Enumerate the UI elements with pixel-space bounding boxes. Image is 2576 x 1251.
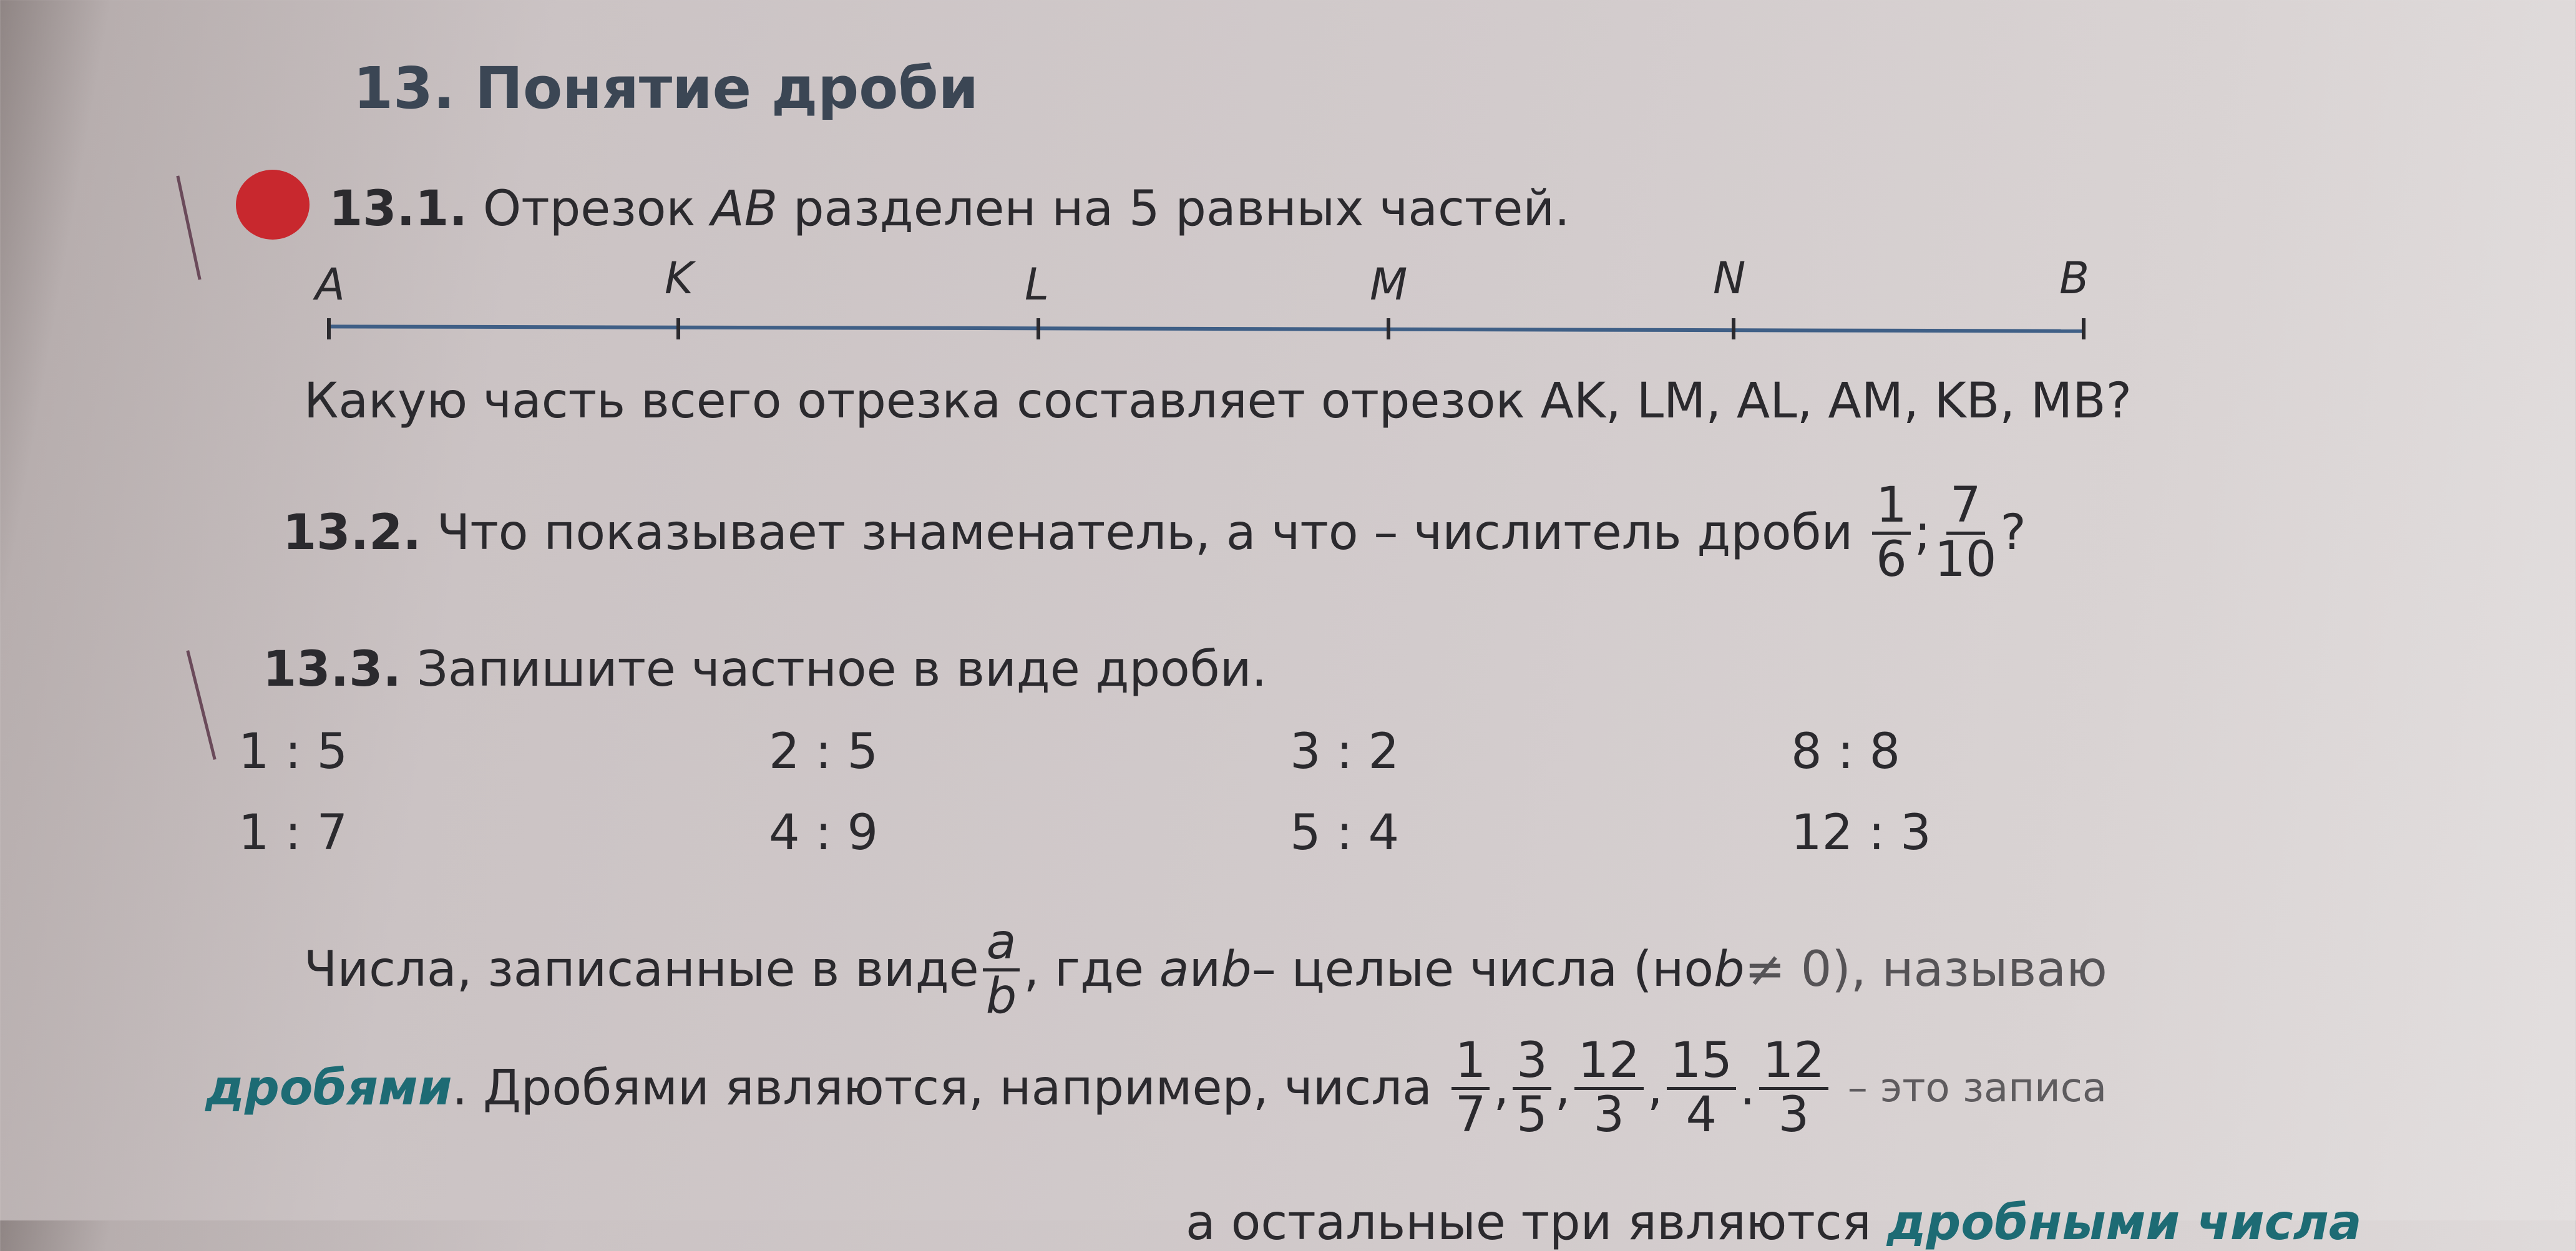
point-label: K [665,253,693,304]
fraction: 12 3 [1759,1035,1828,1141]
quotient: 1 : 5 [238,724,348,780]
quotient: 12 : 3 [1791,805,1931,861]
segment-line [328,324,2086,333]
quotient: 5 : 4 [1290,805,1400,861]
tick [1387,318,1390,339]
quotient: 4 : 9 [769,805,879,861]
section-title: 13. Понятие дроби [353,55,979,122]
point-label: A [315,259,345,310]
tick [327,318,331,339]
quotient: 3 : 2 [1290,724,1400,780]
pencil-check-mark [176,175,202,280]
definition-line-3-partial: а остальные три являются дробными числа [1186,1195,2362,1251]
point-label: B [2059,253,2090,304]
exercise-13-1-question: Какую часть всего отрезка составляет отр… [304,373,2132,429]
quotient: 8 : 8 [1791,724,1901,780]
definition-line-2: дробями. Дробями являются, например, чис… [205,1033,2107,1143]
point-label: L [1025,259,1049,310]
exercise-13-3: 13.3. Запишите частное в виде дроби. [263,641,1267,698]
point-label: M [1370,259,1408,310]
exercise-13-2: 13.2. Что показывает знаменатель, а что … [283,477,2026,588]
fraction: 7 10 [1934,477,1997,588]
fraction: 12 3 [1574,1035,1644,1141]
tick [1732,318,1735,339]
tick [1037,318,1040,339]
fraction: 15 4 [1666,1035,1736,1141]
quotient: 1 : 7 [238,805,348,861]
exercise-13-1: 13.1. Отрезок AB разделен на 5 равных ча… [329,181,1570,237]
quotient: 2 : 5 [769,724,879,780]
red-marker-dot [236,170,310,240]
tick [2082,318,2086,339]
point-label: N [1713,253,1746,304]
pencil-check-mark [186,650,217,760]
tick [676,318,680,339]
